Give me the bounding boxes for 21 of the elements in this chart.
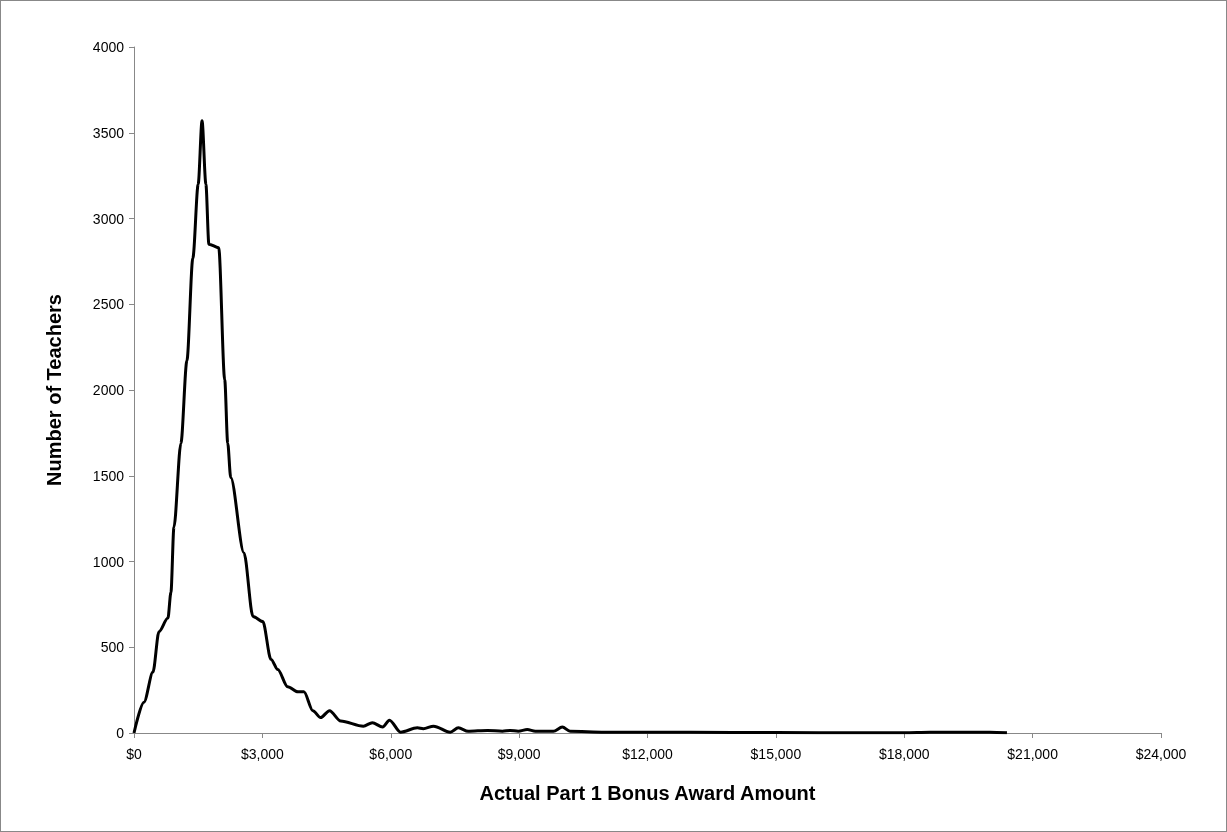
line-series <box>132 119 1009 735</box>
x-tick-label: $24,000 <box>1135 746 1187 762</box>
x-tick-label: $18,000 <box>878 746 930 762</box>
y-tick-label: 3000 <box>92 210 125 227</box>
y-tick-label: 2500 <box>92 296 125 313</box>
x-tick-label: $3,000 <box>240 746 284 762</box>
y-tick-label: 3500 <box>92 124 125 141</box>
y-tick-label: 2000 <box>92 382 125 398</box>
x-tick-label: $9,000 <box>497 746 541 762</box>
x-axis-title: Actual Part 1 Bonus Award Amount <box>479 782 816 804</box>
y-tick-label: 1500 <box>92 467 125 484</box>
y-tick-label: 0 <box>116 725 125 741</box>
x-tick-label: $6,000 <box>369 746 413 762</box>
x-tick-label: $21,000 <box>1007 746 1059 762</box>
x-tick-label: $0 <box>126 746 142 762</box>
x-tick-label: $12,000 <box>622 746 674 762</box>
y-axis-title: Number of Teachers <box>43 294 65 486</box>
y-tick-label: 500 <box>100 639 125 656</box>
y-tick-label: 4000 <box>92 39 125 55</box>
y-tick-label: 1000 <box>92 553 125 570</box>
x-tick-label: $15,000 <box>750 746 802 762</box>
